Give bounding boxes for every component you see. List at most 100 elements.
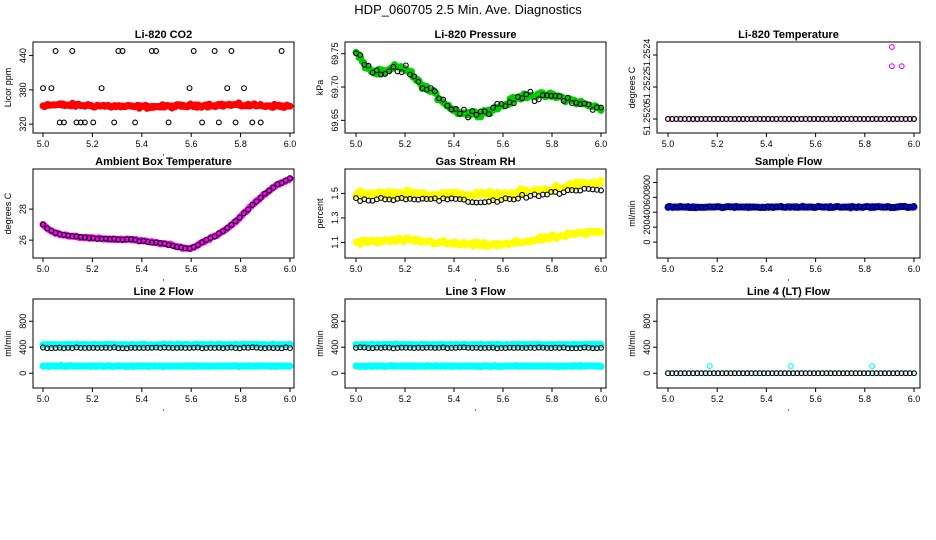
data-point	[694, 204, 701, 211]
data-point	[593, 186, 600, 193]
data-point	[502, 103, 509, 110]
data-point	[681, 370, 688, 377]
data-point	[56, 344, 63, 351]
y-tick-label: 69.75	[330, 42, 340, 65]
chart-line4: Line 4 (LT) Flow 5.0 5.2 5.4 5.6 5.8 6.0 0 400 80…	[627, 286, 921, 411]
data-point	[740, 116, 747, 122]
data-point	[535, 96, 542, 103]
y-tick-label: 0	[18, 371, 28, 376]
x-tick-label: 5.0	[662, 139, 675, 149]
data-point	[873, 204, 880, 211]
data-point	[402, 62, 409, 69]
data-point	[236, 214, 243, 221]
data-point	[469, 344, 476, 351]
data-point	[827, 116, 834, 122]
data-point	[794, 370, 801, 377]
data-point	[752, 204, 759, 211]
data-point	[153, 239, 159, 246]
x-tick-label: 5.4	[760, 394, 773, 404]
data-point	[353, 195, 359, 202]
data-point	[253, 344, 260, 351]
data-point	[740, 370, 747, 377]
data-point	[382, 196, 389, 203]
plot-frame	[656, 168, 921, 259]
data-point	[869, 370, 876, 377]
data-point	[685, 370, 692, 377]
data-point	[723, 204, 730, 211]
data-point	[831, 370, 838, 377]
y-tick-label: 51.2520	[642, 103, 652, 136]
data-point	[581, 344, 588, 351]
data-point	[785, 370, 792, 377]
series-yellow-lower	[352, 227, 605, 250]
data-point	[278, 179, 285, 186]
data-point	[823, 204, 830, 211]
data-point	[560, 97, 567, 104]
x-axis-label	[474, 409, 477, 411]
data-point	[531, 345, 538, 351]
series-black	[353, 185, 604, 206]
x-tick-label: 5.4	[760, 139, 773, 149]
data-point	[456, 110, 463, 117]
data-point	[881, 116, 888, 122]
y-tick-label: 200	[642, 220, 652, 235]
y-tick-label: 69.65	[330, 109, 340, 132]
data-point	[211, 233, 218, 240]
data-point	[890, 370, 897, 377]
data-point	[102, 344, 109, 351]
y-axis-label: kPa	[315, 80, 325, 96]
data-point	[723, 370, 730, 377]
data-point	[431, 195, 438, 202]
y-tick-label: 51.2522	[642, 71, 652, 104]
data-point	[706, 363, 713, 370]
x-tick-label: 5.4	[448, 139, 461, 149]
data-point	[369, 345, 376, 352]
data-point	[856, 116, 863, 122]
data-point	[261, 190, 268, 197]
data-point	[823, 370, 830, 377]
data-point	[257, 194, 264, 201]
chart-sampleflow: Sample Flow 5.0 5.2 5.4 5.6 5.8 6.0 0 2004006008…	[627, 156, 921, 281]
plot-frame	[656, 298, 921, 389]
data-point	[373, 67, 380, 74]
data-point	[589, 345, 596, 352]
data-point	[228, 221, 235, 228]
x-tick-label: 6.0	[908, 394, 921, 404]
data-point	[685, 116, 692, 122]
data-point	[597, 177, 605, 185]
data-point	[886, 370, 892, 377]
data-point	[715, 116, 721, 122]
data-point	[199, 345, 206, 352]
data-point	[765, 370, 772, 377]
data-point	[577, 101, 584, 108]
data-point	[148, 239, 155, 246]
data-point	[856, 203, 863, 210]
data-point	[73, 119, 80, 126]
data-point	[861, 203, 867, 210]
y-tick-label: 440	[18, 48, 28, 63]
data-point	[386, 196, 393, 203]
data-point	[461, 106, 467, 113]
data-point	[589, 186, 596, 193]
x-tick-label: 5.6	[497, 394, 510, 404]
data-point	[510, 100, 517, 107]
data-point	[681, 116, 688, 122]
data-point	[873, 370, 880, 377]
x-tick-label: 5.6	[497, 139, 510, 149]
data-point	[698, 370, 705, 377]
data-point	[827, 370, 834, 377]
data-point	[715, 203, 721, 210]
chart-line3: Line 3 Flow 5.0 5.2 5.4 5.6 5.8 6.0 0 400 800 ml/m…	[315, 286, 607, 411]
data-point	[694, 116, 701, 122]
data-point	[886, 116, 892, 122]
chart-title: Li-820 CO2	[135, 29, 192, 41]
data-point	[502, 195, 509, 202]
data-point	[794, 204, 801, 211]
data-point	[777, 116, 784, 122]
data-point	[802, 370, 809, 377]
data-point	[831, 116, 838, 122]
data-point	[881, 204, 888, 211]
data-point	[756, 204, 763, 211]
x-tick-label: 5.0	[350, 264, 363, 274]
data-point	[119, 236, 126, 243]
